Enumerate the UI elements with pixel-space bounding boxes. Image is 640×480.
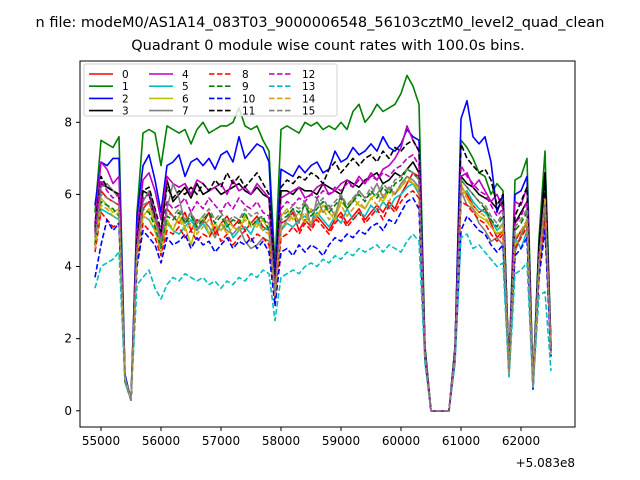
y-tick-label: 0 [64, 404, 72, 418]
series-line-11 [94, 139, 552, 412]
figure-suptitle: n file: modeM0/AS1A14_083T03_9000006548_… [36, 15, 605, 31]
x-tick-label: 61000 [442, 434, 480, 448]
legend-label-14: 14 [302, 93, 316, 105]
chart-title: Quadrant 0 module wise count rates with … [131, 38, 525, 54]
legend-label-15: 15 [302, 106, 315, 118]
legend-label-2: 2 [122, 93, 129, 105]
x-tick-label: 60000 [382, 434, 420, 448]
series-line-0 [94, 172, 552, 412]
legend-label-4: 4 [182, 69, 189, 81]
axes-frame [79, 60, 576, 428]
y-tick-label: 4 [64, 260, 72, 274]
x-offset-label: +5.083e8 [516, 456, 575, 470]
legend-label-0: 0 [122, 69, 129, 81]
series-line-12 [94, 154, 552, 412]
legend-box [83, 63, 338, 117]
legend-label-9: 9 [242, 81, 249, 93]
y-tick-label: 2 [64, 332, 72, 346]
legend-label-6: 6 [182, 93, 189, 105]
series-line-14 [94, 179, 552, 412]
legend-label-7: 7 [182, 106, 189, 118]
legend-label-10: 10 [242, 93, 255, 105]
series-line-10 [94, 197, 552, 412]
x-tick-label: 58000 [262, 434, 300, 448]
series-line-6 [94, 175, 552, 412]
legend-label-13: 13 [302, 81, 315, 93]
legend-label-12: 12 [302, 69, 315, 81]
y-tick-label: 8 [64, 115, 72, 129]
legend-label-5: 5 [182, 81, 189, 93]
legend-label-3: 3 [122, 106, 129, 118]
legend-label-11: 11 [242, 106, 255, 118]
series-line-1 [94, 74, 552, 412]
x-tick-label: 55000 [82, 434, 120, 448]
series-line-15 [94, 168, 552, 412]
series-line-7 [94, 175, 552, 412]
x-tick-label: 56000 [142, 434, 180, 448]
x-tick-label: 62000 [502, 434, 540, 448]
axes: 55000 56000 57000 58000 59000 60000 61000 62000… [64, 60, 576, 448]
x-tick-label: 59000 [322, 434, 360, 448]
series-line-13 [94, 233, 552, 412]
legend-label-1: 1 [122, 81, 129, 93]
series-line-8 [94, 190, 552, 412]
series-lines [94, 74, 552, 412]
legend-label-8: 8 [242, 69, 249, 81]
series-line-2 [94, 99, 552, 412]
x-tick-label: 57000 [202, 434, 240, 448]
y-tick-label: 6 [64, 187, 72, 201]
